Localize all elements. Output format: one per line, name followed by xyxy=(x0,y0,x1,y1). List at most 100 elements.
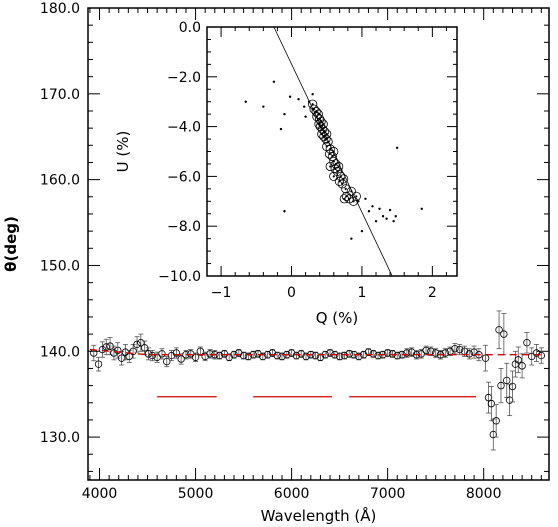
main-plot-frame xyxy=(87,7,550,481)
inset-circle xyxy=(346,186,356,196)
inset-x-axis-label: Q (%) xyxy=(316,309,359,327)
data-point xyxy=(470,348,478,356)
data-point xyxy=(355,352,363,361)
inset-circle xyxy=(325,161,335,172)
data-point xyxy=(144,350,153,358)
data-point xyxy=(244,352,253,361)
data-point xyxy=(201,352,209,361)
main-y-tick-label: 130.0 xyxy=(40,430,80,446)
inset-dot xyxy=(378,207,381,210)
inset-y-tick-label: −8.0 xyxy=(167,219,201,235)
inset-plot: −1 0 1 2 −10.0 −8.0 −6.0 −4.0 −2.0 0.0 Q (%) U (%… xyxy=(114,20,458,327)
main-y-axis-label: θ(deg) xyxy=(2,216,20,272)
inset-dot xyxy=(374,220,378,223)
inset-x-tick-label: 2 xyxy=(428,285,437,301)
data-point xyxy=(114,346,122,355)
inset-circle-center xyxy=(329,165,332,168)
data-point xyxy=(235,349,243,357)
data-point xyxy=(102,343,110,351)
inset-dot xyxy=(262,105,265,108)
inset-circle xyxy=(329,171,339,181)
data-point xyxy=(505,396,514,404)
data-point xyxy=(528,352,536,361)
inset-circle-center xyxy=(355,195,358,198)
data-point xyxy=(153,353,161,361)
inset-y-tick-label: −2.0 xyxy=(167,70,201,86)
inset-x-tick-label: 0 xyxy=(287,285,296,301)
inset-circle xyxy=(318,119,328,129)
main-x-axis-label: Wavelength (Å) xyxy=(261,506,377,525)
data-point xyxy=(121,348,130,356)
data-point xyxy=(508,382,517,391)
data-point xyxy=(388,350,397,358)
data-point xyxy=(239,351,248,360)
data-point xyxy=(431,349,440,357)
inset-dot xyxy=(381,215,385,218)
inset-circle xyxy=(308,99,318,109)
inset-dot xyxy=(394,215,397,218)
data-point xyxy=(254,350,262,358)
data-point xyxy=(94,360,103,368)
data-point xyxy=(345,350,353,358)
data-point xyxy=(163,357,171,366)
inset-y-axis-label: U (%) xyxy=(114,131,132,173)
data-point xyxy=(268,349,277,357)
inset-x-tick-label: −1 xyxy=(211,285,232,301)
inset-circle xyxy=(341,184,351,194)
inset-dot xyxy=(304,115,307,118)
data-point xyxy=(340,351,349,360)
data-point xyxy=(129,347,137,355)
inset-data-marks xyxy=(244,26,423,277)
inset-circle xyxy=(322,129,332,139)
data-point xyxy=(187,350,195,358)
inset-circle xyxy=(339,174,349,184)
inset-circle xyxy=(337,179,347,189)
main-plot: 4000 5000 6000 7000 8000 130.0 140.0 150.0 160.0… xyxy=(2,1,550,525)
data-point xyxy=(537,351,546,360)
inset-circle-center xyxy=(350,190,353,193)
data-point xyxy=(172,349,181,357)
data-point xyxy=(302,352,310,361)
data-point xyxy=(484,393,493,402)
inset-circle xyxy=(329,146,339,157)
data-point xyxy=(137,338,145,347)
inset-circle xyxy=(339,194,349,204)
inset-circle-center xyxy=(337,165,340,168)
data-point xyxy=(326,349,334,357)
inset-y-tick-label: −4.0 xyxy=(167,120,201,136)
data-point xyxy=(133,340,141,349)
inset-dot xyxy=(311,93,314,96)
data-point xyxy=(403,349,411,357)
data-point xyxy=(273,351,281,360)
inset-x-tick-label: 1 xyxy=(357,285,366,301)
data-point xyxy=(532,349,541,357)
main-y-tick-label: 170.0 xyxy=(40,87,80,103)
inset-dot xyxy=(272,80,276,83)
data-point xyxy=(451,344,459,353)
inset-dot xyxy=(420,207,423,210)
data-point xyxy=(374,351,382,360)
main-y-tick-label: 160.0 xyxy=(40,173,80,189)
data-point xyxy=(465,350,473,358)
inset-circle xyxy=(329,156,339,167)
inset-circle-center xyxy=(332,150,335,153)
data-point xyxy=(497,381,505,390)
data-point xyxy=(523,338,531,347)
inset-circle xyxy=(336,171,346,181)
inset-circle-center xyxy=(344,187,347,190)
data-point xyxy=(514,356,522,364)
inset-dot xyxy=(371,205,374,208)
data-point xyxy=(316,353,325,361)
inset-dot xyxy=(392,220,395,223)
data-point xyxy=(503,376,511,385)
inset-dot xyxy=(283,112,286,116)
main-x-tick-label: 6000 xyxy=(274,486,310,502)
inset-dot xyxy=(350,237,353,240)
inset-circle xyxy=(323,136,333,147)
inset-dot xyxy=(279,127,283,131)
data-point xyxy=(117,354,126,362)
main-x-tick-label: 7000 xyxy=(370,486,406,502)
data-point xyxy=(500,330,508,338)
inset-circle-center xyxy=(343,197,346,200)
